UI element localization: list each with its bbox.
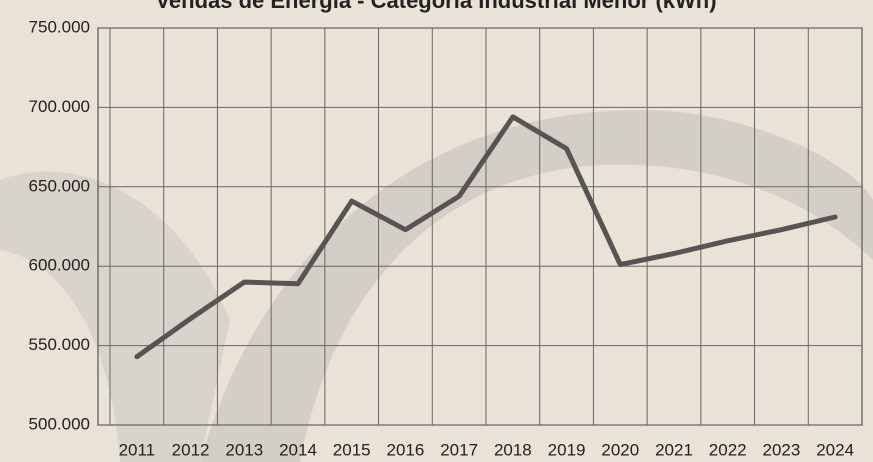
- chart-title: Vendas de Energia - Categoria Industrial…: [155, 0, 716, 13]
- x-tick-label: 2020: [601, 440, 639, 459]
- watermark: [0, 171, 230, 462]
- watermark: [200, 110, 873, 462]
- x-tick-label: 2012: [172, 440, 210, 459]
- x-tick-label: 2023: [763, 440, 801, 459]
- x-tick-label: 2021: [655, 440, 693, 459]
- x-tick-label: 2015: [333, 440, 371, 459]
- y-tick-label: 600.000: [29, 256, 90, 275]
- x-tick-label: 2011: [119, 440, 156, 459]
- y-tick-label: 650.000: [29, 176, 90, 195]
- x-tick-label: 2018: [494, 440, 532, 459]
- y-tick-label: 550.000: [29, 335, 90, 354]
- x-tick-label: 2019: [548, 440, 586, 459]
- y-tick-label: 700.000: [29, 97, 90, 116]
- line-series: [134, 114, 838, 360]
- x-tick-label: 2024: [816, 440, 854, 459]
- x-tick-label: 2022: [709, 440, 747, 459]
- x-tick-label: 2013: [225, 440, 263, 459]
- x-tick-label: 2017: [440, 440, 478, 459]
- x-tick-label: 2014: [279, 440, 317, 459]
- y-tick-label: 750.000: [29, 17, 90, 36]
- x-tick-label: 2016: [387, 440, 425, 459]
- y-tick-label: 500.000: [29, 414, 90, 433]
